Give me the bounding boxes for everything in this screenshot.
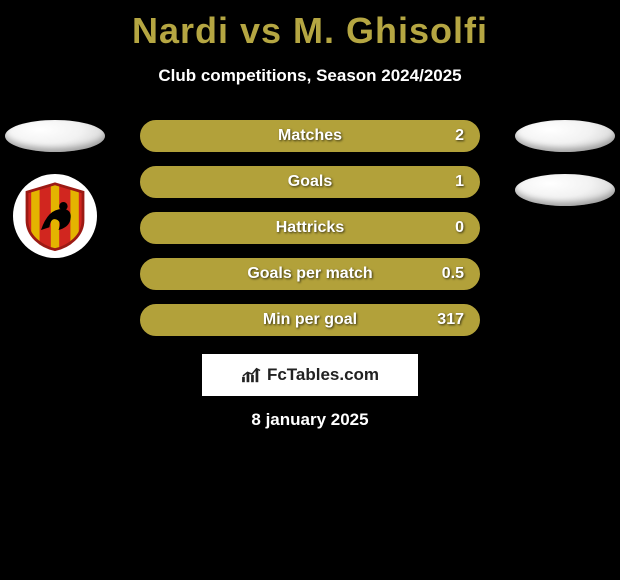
stat-label: Min per goal	[263, 311, 357, 329]
stat-row: Matches 2	[140, 120, 480, 152]
page-title: Nardi vs M. Ghisolfi	[0, 0, 620, 52]
benevento-crest-icon	[20, 181, 90, 251]
stat-row: Goals per match 0.5	[140, 258, 480, 290]
stat-label: Hattricks	[276, 219, 344, 237]
stat-row: Hattricks 0	[140, 212, 480, 244]
stat-value: 2	[455, 127, 464, 145]
player-ball-icon	[515, 174, 615, 206]
stat-row: Goals 1	[140, 166, 480, 198]
stat-value: 1	[455, 173, 464, 191]
stat-row: Min per goal 317	[140, 304, 480, 336]
stats-panel: Matches 2 Goals 1 Hattricks 0 Goals per …	[140, 120, 480, 336]
attribution-banner: FcTables.com	[202, 354, 418, 396]
left-player-column	[0, 120, 110, 258]
stat-label: Goals	[288, 173, 332, 191]
stat-value: 0.5	[442, 265, 464, 283]
right-player-column	[510, 120, 620, 206]
attribution-text: FcTables.com	[267, 365, 379, 385]
stat-label: Goals per match	[247, 265, 372, 283]
subtitle: Club competitions, Season 2024/2025	[0, 66, 620, 86]
stat-value: 0	[455, 219, 464, 237]
bar-chart-icon	[241, 366, 263, 384]
player-ball-icon	[515, 120, 615, 152]
date-label: 8 january 2025	[0, 410, 620, 430]
player-ball-icon	[5, 120, 105, 152]
stat-label: Matches	[278, 127, 342, 145]
club-badge-icon	[13, 174, 97, 258]
stat-value: 317	[437, 311, 464, 329]
